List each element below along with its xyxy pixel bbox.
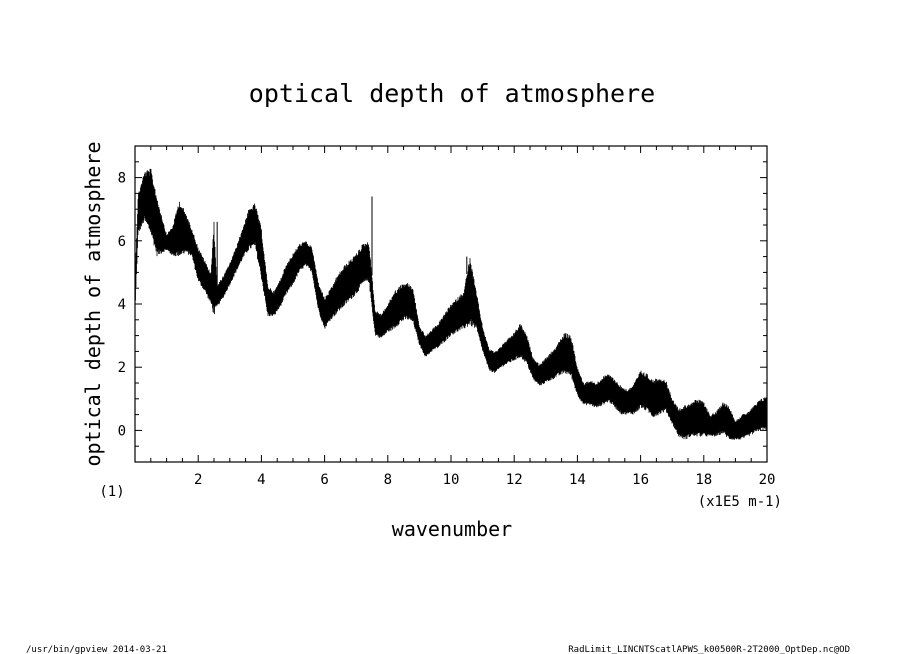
x-tick-label: 12 bbox=[506, 472, 523, 488]
x-tick-label: 4 bbox=[257, 472, 265, 488]
x-axis-ticks: 2 4 6 8 10 12 14 16 18 20 bbox=[134, 146, 776, 488]
x-tick-label: 16 bbox=[632, 472, 649, 488]
y-unit-label: (1) bbox=[99, 484, 124, 500]
x-tick-label: 8 bbox=[384, 472, 392, 488]
chart-title: optical depth of atmosphere bbox=[249, 79, 655, 108]
footer-right: RadLimit_LINCNTScatlAPWS_k00500R-2T2000_… bbox=[568, 645, 850, 654]
y-tick-label: 4 bbox=[118, 297, 126, 313]
y-tick-label: 2 bbox=[118, 360, 126, 376]
y-tick-label: 8 bbox=[118, 171, 126, 187]
x-tick-label: 2 bbox=[194, 472, 202, 488]
y-tick-label: 6 bbox=[118, 234, 126, 250]
x-tick-label: 14 bbox=[569, 472, 586, 488]
x-unit-label: (x1E5 m-1) bbox=[698, 494, 782, 510]
y-axis-label: optical depth of atmosphere bbox=[81, 141, 105, 466]
x-tick-label: 10 bbox=[443, 472, 460, 488]
y-axis-ticks: 0 2 4 6 8 bbox=[118, 145, 767, 463]
x-axis-label: wavenumber bbox=[392, 517, 512, 541]
data-band bbox=[135, 168, 767, 440]
x-tick-label: 18 bbox=[695, 472, 712, 488]
data-band-layer bbox=[135, 168, 767, 440]
x-tick-label: 20 bbox=[759, 472, 776, 488]
footer-left: /usr/bin/gpview 2014-03-21 bbox=[26, 645, 167, 654]
data-spike-layer bbox=[216, 196, 468, 286]
x-tick-label: 6 bbox=[320, 472, 328, 488]
y-tick-label: 0 bbox=[118, 423, 126, 439]
